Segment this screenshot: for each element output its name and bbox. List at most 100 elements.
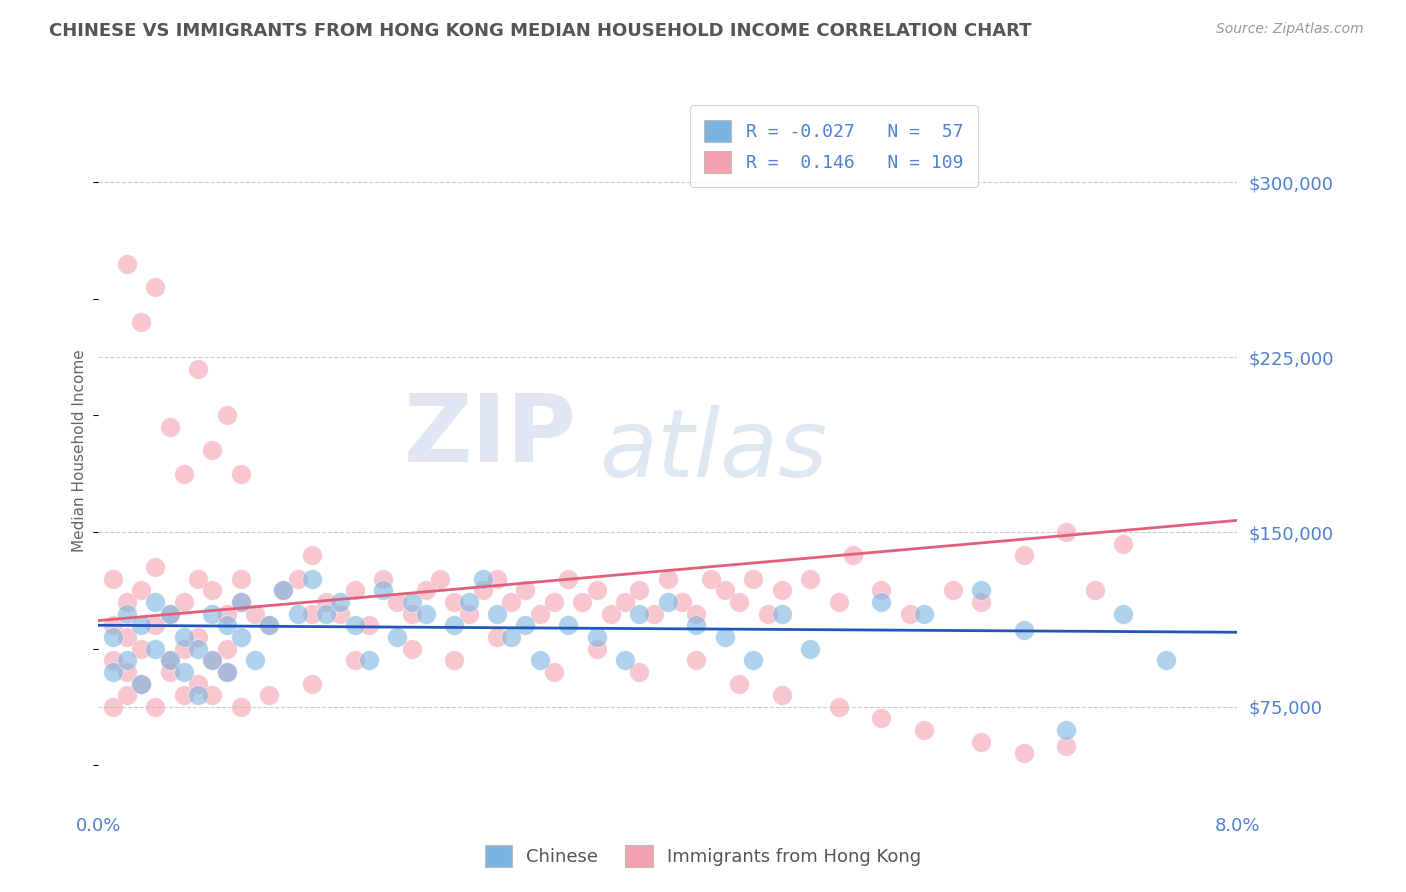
Point <box>329 607 352 621</box>
Point <box>129 583 152 598</box>
Point <box>201 653 224 667</box>
Point <box>159 607 181 621</box>
Point <box>259 688 281 702</box>
Point <box>657 595 679 609</box>
Point <box>898 607 921 621</box>
Point <box>229 467 252 481</box>
Point <box>229 572 252 586</box>
Point <box>173 641 195 656</box>
Point <box>685 607 707 621</box>
Point <box>201 443 224 458</box>
Point <box>628 665 651 679</box>
Point <box>387 630 409 644</box>
Point <box>229 595 252 609</box>
Point <box>486 607 509 621</box>
Point <box>159 607 181 621</box>
Point <box>1112 537 1135 551</box>
Point <box>401 641 423 656</box>
Point <box>912 723 935 738</box>
Point <box>842 549 865 563</box>
Point <box>215 641 238 656</box>
Point <box>1112 607 1135 621</box>
Point <box>201 607 224 621</box>
Point <box>699 572 721 586</box>
Point <box>728 595 751 609</box>
Point <box>657 572 679 586</box>
Point <box>970 595 993 609</box>
Point <box>714 630 737 644</box>
Point <box>129 676 152 690</box>
Point <box>685 618 707 632</box>
Point <box>501 630 523 644</box>
Point <box>600 607 623 621</box>
Point <box>173 665 195 679</box>
Point <box>101 665 124 679</box>
Point <box>115 595 138 609</box>
Point <box>101 630 124 644</box>
Point <box>942 583 965 598</box>
Point <box>229 699 252 714</box>
Point <box>129 641 152 656</box>
Point <box>1056 524 1078 539</box>
Point <box>543 595 565 609</box>
Point <box>173 467 195 481</box>
Point <box>273 583 295 598</box>
Point <box>229 595 252 609</box>
Point <box>457 607 479 621</box>
Point <box>471 572 494 586</box>
Point <box>685 653 707 667</box>
Point <box>714 583 737 598</box>
Point <box>515 618 537 632</box>
Point <box>301 572 323 586</box>
Point <box>1012 623 1035 637</box>
Point <box>315 607 337 621</box>
Point <box>145 560 167 574</box>
Point <box>129 315 152 329</box>
Point <box>173 688 195 702</box>
Point <box>115 688 138 702</box>
Point <box>628 583 651 598</box>
Point <box>870 711 893 725</box>
Point <box>614 653 637 667</box>
Point <box>201 583 224 598</box>
Point <box>443 653 465 667</box>
Point <box>201 688 224 702</box>
Point <box>515 583 537 598</box>
Point <box>742 572 765 586</box>
Point <box>129 676 152 690</box>
Text: Source: ZipAtlas.com: Source: ZipAtlas.com <box>1216 22 1364 37</box>
Point <box>571 595 593 609</box>
Point <box>159 653 181 667</box>
Point <box>371 583 394 598</box>
Point <box>728 676 751 690</box>
Point <box>770 607 793 621</box>
Point <box>159 665 181 679</box>
Point <box>115 630 138 644</box>
Point <box>415 583 437 598</box>
Point <box>415 607 437 621</box>
Point <box>215 409 238 423</box>
Text: atlas: atlas <box>599 405 828 496</box>
Point <box>145 618 167 632</box>
Point <box>215 665 238 679</box>
Point <box>115 257 138 271</box>
Point <box>173 595 195 609</box>
Point <box>970 735 993 749</box>
Point <box>343 583 366 598</box>
Point <box>457 595 479 609</box>
Point <box>557 618 579 632</box>
Point <box>756 607 779 621</box>
Point <box>614 595 637 609</box>
Point <box>229 630 252 644</box>
Point <box>770 583 793 598</box>
Point <box>187 572 209 586</box>
Point <box>828 699 851 714</box>
Point <box>215 618 238 632</box>
Point <box>529 607 551 621</box>
Point <box>1154 653 1177 667</box>
Point <box>486 572 509 586</box>
Point <box>273 583 295 598</box>
Point <box>486 630 509 644</box>
Point <box>145 280 167 294</box>
Point <box>101 653 124 667</box>
